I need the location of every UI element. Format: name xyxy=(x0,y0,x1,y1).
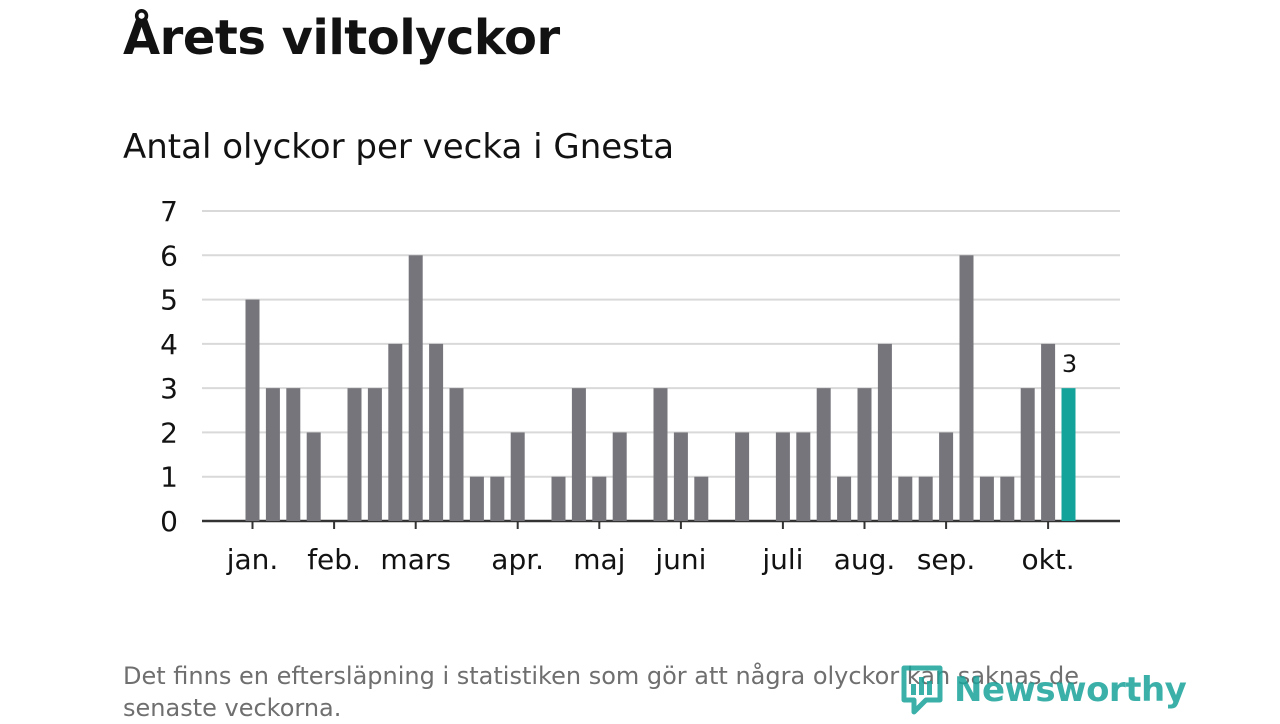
bar xyxy=(979,476,994,521)
bar xyxy=(857,388,872,521)
y-tick-label: 2 xyxy=(160,416,178,449)
x-tick-label: maj xyxy=(573,543,625,576)
x-tick-label: jan. xyxy=(226,543,279,576)
bar xyxy=(959,255,974,522)
bar xyxy=(306,432,321,521)
bar xyxy=(816,388,831,521)
x-axis-month-labels: jan. feb. mars apr. maj juni juli aug. sep. okt. xyxy=(226,521,1075,576)
bar xyxy=(388,343,403,521)
bar xyxy=(939,432,954,521)
x-tick-label: apr. xyxy=(491,543,544,576)
y-tick-label: 0 xyxy=(160,505,178,538)
x-tick-label: feb. xyxy=(307,543,361,576)
bar xyxy=(449,388,464,521)
chart-title: Årets viltolyckor xyxy=(123,10,560,66)
data-labels: 3 xyxy=(1062,350,1077,378)
bar xyxy=(592,476,607,521)
bar xyxy=(571,388,586,521)
bar xyxy=(286,388,301,521)
bar xyxy=(551,476,566,521)
bar xyxy=(796,432,811,521)
bar xyxy=(673,432,688,521)
bar xyxy=(510,432,525,521)
bar xyxy=(429,343,444,521)
bar xyxy=(735,432,750,521)
bar xyxy=(469,476,484,521)
bar xyxy=(490,476,505,521)
bar xyxy=(1041,343,1056,521)
bar xyxy=(245,299,260,521)
bar xyxy=(898,476,913,521)
y-tick-label: 7 xyxy=(160,195,178,228)
bar xyxy=(877,343,892,521)
x-tick-label: mars xyxy=(380,543,451,576)
y-tick-label: 4 xyxy=(160,328,178,361)
bar xyxy=(837,476,852,521)
x-tick-label: juli xyxy=(761,543,803,576)
x-tick-label: aug. xyxy=(834,543,896,576)
newsworthy-logo: Newsworthy xyxy=(900,664,1187,716)
y-tick-label: 5 xyxy=(160,284,178,317)
x-tick-label: sep. xyxy=(917,543,976,576)
y-tick-label: 6 xyxy=(160,239,178,272)
highlight-value-label: 3 xyxy=(1062,350,1077,378)
bar xyxy=(653,388,668,521)
bar xyxy=(265,388,280,521)
bar xyxy=(694,476,709,521)
y-axis-tick-labels: 0 1 2 3 4 5 6 7 xyxy=(160,195,178,538)
bar xyxy=(1020,388,1035,521)
y-tick-label: 1 xyxy=(160,461,178,494)
x-tick-label: juni xyxy=(654,543,706,576)
bar xyxy=(775,432,790,521)
bar xyxy=(408,255,423,522)
bar xyxy=(367,388,382,521)
bar-chart-logo-icon xyxy=(901,665,943,715)
chart-subtitle: Antal olyckor per vecka i Gnesta xyxy=(123,127,675,167)
bar xyxy=(347,388,362,521)
highlighted-bar xyxy=(1061,388,1076,521)
bar xyxy=(1000,476,1015,521)
bars xyxy=(245,255,1076,522)
bar xyxy=(612,432,627,521)
y-tick-label: 3 xyxy=(160,372,178,405)
bar xyxy=(918,476,933,521)
brand-name: Newsworthy xyxy=(954,670,1187,710)
x-tick-label: okt. xyxy=(1021,543,1074,576)
